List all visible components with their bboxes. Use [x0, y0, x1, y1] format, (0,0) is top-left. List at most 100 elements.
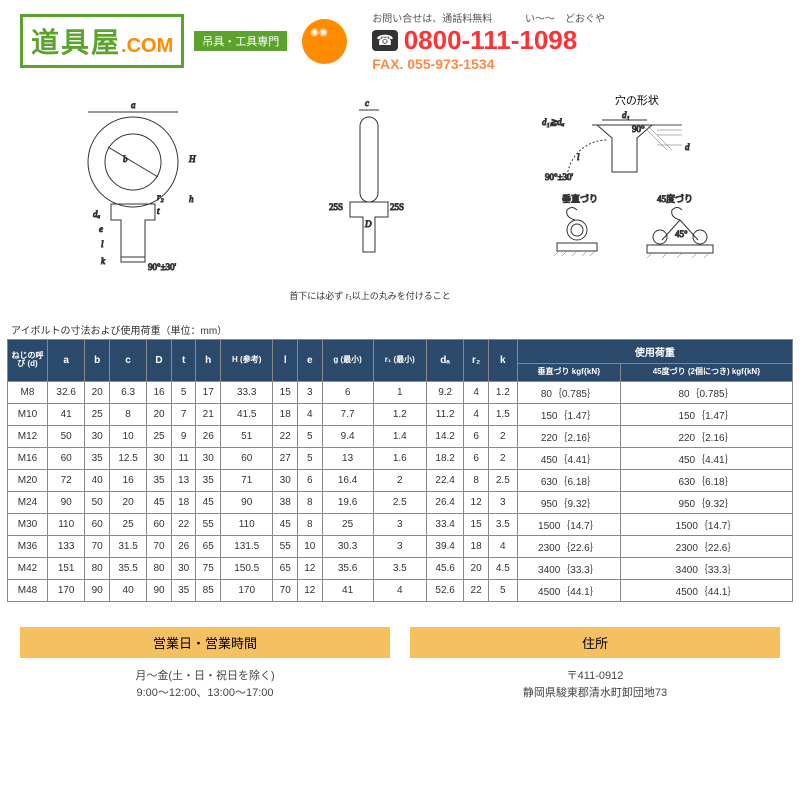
table-cell: 27 [273, 447, 298, 469]
table-cell: 9.2 [426, 381, 463, 403]
table-cell: 12 [298, 579, 323, 601]
table-cell: 170 [48, 579, 85, 601]
svg-text:t: t [157, 206, 160, 216]
table-cell: 110 [221, 513, 273, 535]
table-cell: 3400｛33.3｝ [621, 557, 793, 579]
logo-subtitle: 吊具・工具専門 [194, 31, 287, 51]
table-cell: 60 [221, 447, 273, 469]
table-cell: 25 [109, 513, 146, 535]
table-cell: 14.2 [426, 425, 463, 447]
diagram-front: a b dₐ e l k H h r₂ t 90°±30' [63, 92, 203, 285]
table-cell: 18.2 [426, 447, 463, 469]
table-cell: 1500｛14.7｝ [621, 513, 793, 535]
table-row: M481709040903585170701241452.62254500｛44… [8, 579, 793, 601]
table-caption: アイボルトの寸法および使用荷重（単位：mm） [7, 322, 793, 337]
table-cell: 11.2 [426, 403, 463, 425]
svg-text:b: b [123, 154, 128, 164]
table-cell: 16 [147, 381, 172, 403]
table-cell: 4 [298, 403, 323, 425]
table-cell: 1 [373, 381, 426, 403]
th-l: l [273, 340, 298, 382]
diagrams-row: a b dₐ e l k H h r₂ t 90°±30' c 25S 25S … [0, 82, 800, 312]
table-cell: 75 [196, 557, 221, 579]
table-cell: 2.5 [373, 491, 426, 513]
address-body: 〒411-0912 静岡県駿東郡清水町卸団地73 [410, 658, 780, 713]
table-cell: 4.5 [488, 557, 517, 579]
table-cell: 151 [48, 557, 85, 579]
table-cell: 12.5 [109, 447, 146, 469]
table-cell: 30 [196, 447, 221, 469]
th-D: D [147, 340, 172, 382]
th-b: b [85, 340, 110, 382]
table-cell: 450｛4.41｝ [621, 447, 793, 469]
fax-number: FAX. 055-973-1534 [372, 56, 780, 72]
d1-label: d₁≧dₐ [542, 117, 565, 127]
phone-number[interactable]: 0800-111-1098 [404, 25, 578, 56]
table-cell: 52.6 [426, 579, 463, 601]
table-cell: 3 [488, 491, 517, 513]
table-row: M16603512.530113060275131.618.262450｛4.4… [8, 447, 793, 469]
table-cell: 21 [196, 403, 221, 425]
table-cell: 170 [221, 579, 273, 601]
table-cell: 30 [85, 425, 110, 447]
table-cell: 2 [488, 447, 517, 469]
table-cell: 4 [488, 535, 517, 557]
spec-table-section: アイボルトの寸法および使用荷重（単位：mm） ねじの呼び (d) a b c D… [0, 312, 800, 612]
table-cell: 41.5 [221, 403, 273, 425]
table-cell: 4500｛44.1｝ [517, 579, 620, 601]
table-cell: 20 [85, 381, 110, 403]
table-cell: M30 [8, 513, 48, 535]
freedial-icon: ☎ [372, 30, 397, 51]
table-cell: 55 [273, 535, 298, 557]
table-cell: 110 [48, 513, 85, 535]
diagram-note: 首下には必ず r₁以上の丸みを付けること [289, 289, 451, 302]
table-cell: 5 [298, 447, 323, 469]
vertical-lift-label: 垂直づり [562, 193, 598, 204]
th-h: h [196, 340, 221, 382]
table-cell: 17 [196, 381, 221, 403]
table-cell: 6 [298, 469, 323, 491]
table-cell: 150｛1.47｝ [621, 403, 793, 425]
table-cell: 60 [85, 513, 110, 535]
hours-box: 営業日・営業時間 月〜金(土・日・祝日を除く) 9:00〜12:00、13:00… [20, 627, 390, 713]
svg-text:90°±30': 90°±30' [545, 172, 574, 182]
table-cell: 15 [464, 513, 489, 535]
table-cell: 90 [221, 491, 273, 513]
table-cell: 30 [171, 557, 196, 579]
table-cell: M12 [8, 425, 48, 447]
table-cell: 131.5 [221, 535, 273, 557]
table-cell: 40 [109, 579, 146, 601]
table-cell: 50 [48, 425, 85, 447]
table-cell: 40 [85, 469, 110, 491]
table-cell: 35 [85, 447, 110, 469]
table-cell: 950｛9.32｝ [621, 491, 793, 513]
table-cell: 30 [273, 469, 298, 491]
table-cell: 2 [373, 469, 426, 491]
svg-text:l: l [101, 239, 104, 249]
table-cell: 2300｛22.6｝ [517, 535, 620, 557]
th-k: k [488, 340, 517, 382]
table-cell: 30.3 [322, 535, 373, 557]
table-cell: 2.5 [488, 469, 517, 491]
table-cell: 133 [48, 535, 85, 557]
table-row: M30110602560225511045825333.4153.51500｛1… [8, 513, 793, 535]
logo[interactable]: 道具屋.COM [20, 14, 184, 68]
svg-text:dₐ: dₐ [93, 209, 101, 219]
table-cell: 1500｛14.7｝ [517, 513, 620, 535]
table-cell: 72 [48, 469, 85, 491]
svg-text:D: D [364, 219, 372, 229]
th-e: e [298, 340, 323, 382]
table-cell: 19.6 [322, 491, 373, 513]
table-cell: 25 [85, 403, 110, 425]
table-cell: 18 [464, 535, 489, 557]
table-cell: 18 [171, 491, 196, 513]
th-d: ねじの呼び (d) [8, 340, 48, 382]
table-cell: M8 [8, 381, 48, 403]
table-cell: 25 [322, 513, 373, 535]
address-title: 住所 [410, 627, 780, 658]
table-cell: 3 [373, 513, 426, 535]
th-da: dₐ [426, 340, 463, 382]
svg-text:r₂: r₂ [157, 192, 164, 202]
table-cell: 22 [464, 579, 489, 601]
table-cell: 1.5 [488, 403, 517, 425]
